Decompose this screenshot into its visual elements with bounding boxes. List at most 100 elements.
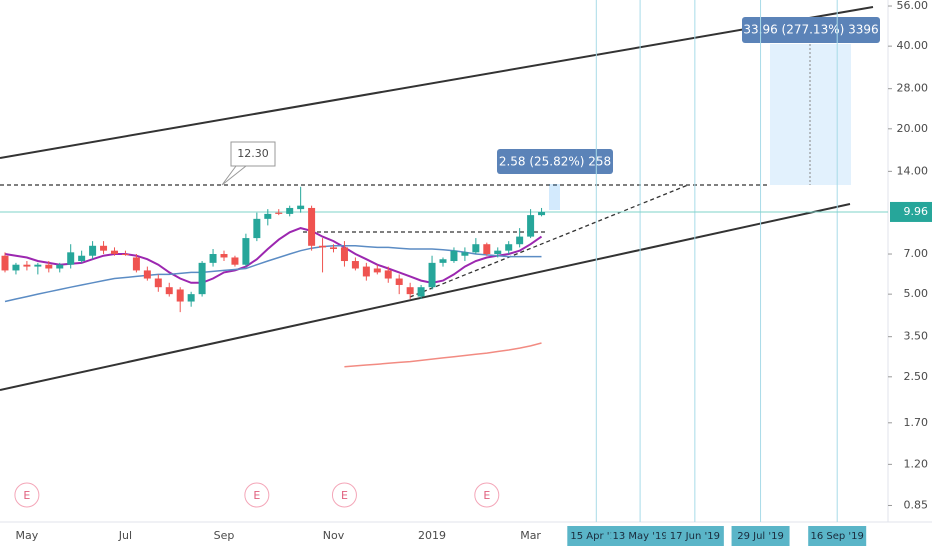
earnings-marker — [244, 482, 270, 508]
y-tick-label: 28.00 — [897, 82, 929, 95]
x-tick-label: 16 Sep '19 — [810, 531, 863, 542]
candle-body — [483, 244, 491, 255]
y-tick-label: 56.00 — [897, 0, 929, 12]
candle-body — [417, 287, 425, 297]
candle-body — [461, 252, 469, 256]
candle-body — [45, 264, 53, 269]
channel-upper — [0, 6, 874, 159]
candle-body — [494, 250, 502, 255]
candle-body — [308, 207, 316, 246]
date-label-bg — [665, 526, 724, 546]
candle-body — [220, 254, 228, 258]
measure-box — [497, 149, 613, 174]
x-tick-label: Mar — [520, 529, 541, 542]
earnings-marker — [331, 482, 357, 508]
earnings-marker — [474, 482, 500, 508]
candle-body — [264, 213, 272, 219]
candle-body — [527, 215, 535, 237]
date-label-bg — [611, 526, 670, 546]
candle-body — [253, 218, 261, 239]
x-tick-label: 15 Apr '19 — [570, 531, 622, 542]
candle-body — [428, 262, 436, 288]
earnings-marker — [14, 482, 40, 508]
candle-body — [319, 245, 327, 248]
last-price-label: 9.96 — [904, 205, 929, 218]
candle-body — [516, 236, 524, 245]
candle-body — [406, 287, 414, 295]
candle-body — [100, 245, 108, 251]
x-tick-label: Nov — [323, 529, 345, 542]
last-price-bg — [890, 201, 932, 222]
candle-body — [143, 270, 151, 279]
candle-body — [297, 205, 305, 210]
drawings: 12.30 2.58 (25.82%) 258 33.96 (277.13%) … — [0, 6, 880, 391]
y-tick-label: 1.20 — [904, 457, 929, 470]
date-label-bg — [567, 526, 626, 546]
y-tick-label: 2.50 — [904, 370, 929, 383]
candle-body — [187, 294, 195, 302]
channel-lower — [0, 203, 851, 391]
y-tick-label: 40.00 — [897, 39, 929, 52]
candle-body — [198, 262, 206, 295]
candle-body — [330, 247, 337, 250]
x-axis-area — [0, 522, 932, 550]
dashed-trend — [409, 184, 689, 298]
candle-body — [351, 261, 359, 269]
candle-body — [231, 257, 239, 265]
candle-body — [12, 264, 20, 271]
date-label-bg — [731, 526, 790, 546]
candle-body — [450, 250, 458, 262]
candle-body — [111, 250, 118, 255]
date-label-bg — [808, 526, 867, 546]
candle-body — [121, 254, 129, 256]
candle-body — [89, 245, 97, 256]
x-tick-label: 29 Jul '19 — [737, 531, 784, 542]
measure-label: 33.96 (277.13%) 3396 — [743, 23, 878, 37]
moving-average — [4, 227, 543, 284]
x-tick-label: Jul — [118, 529, 132, 542]
y-tick-label: 5.00 — [904, 287, 929, 300]
earnings-label: E — [23, 489, 30, 502]
candle-body — [176, 289, 184, 302]
measure-box — [742, 17, 880, 43]
y-tick-label: 1.70 — [904, 416, 929, 429]
y-tick-label: 3.50 — [904, 330, 929, 343]
callout-label: 12.30 — [237, 147, 269, 160]
callout — [221, 141, 276, 186]
candle-body — [209, 254, 217, 263]
earnings-label: E — [483, 489, 490, 502]
x-tick-label: May — [16, 529, 39, 542]
moving-average — [4, 245, 542, 303]
candle-body — [275, 212, 283, 214]
y-tick-label: 20.00 — [897, 122, 929, 135]
candle-body — [384, 270, 392, 279]
earnings-label: E — [341, 489, 348, 502]
moving-average — [344, 342, 542, 368]
candle-body — [23, 264, 31, 267]
candle-body — [505, 244, 513, 251]
candle-body — [439, 259, 447, 263]
candle-body — [165, 287, 173, 295]
x-tick-label: 13 May '19 — [612, 531, 667, 542]
candle-body — [373, 268, 381, 273]
candle-body — [78, 255, 86, 262]
range-box — [549, 184, 560, 210]
earnings-label: E — [253, 489, 260, 502]
candle-body — [340, 247, 348, 262]
measure-label: 2.58 (25.82%) 258 — [499, 155, 611, 169]
candle-body — [472, 244, 480, 253]
candle-body — [1, 255, 9, 271]
candle-body — [34, 264, 42, 267]
candle-body — [242, 238, 250, 265]
y-tick-label: 14.00 — [897, 164, 929, 177]
candle-body — [538, 211, 546, 216]
x-tick-label: 17 Jun '19 — [670, 531, 720, 542]
x-tick-label: Sep — [214, 529, 235, 542]
candle-body — [395, 278, 403, 285]
y-tick-label: 0.85 — [904, 498, 929, 511]
candle-body — [154, 278, 162, 288]
candle-body — [67, 252, 75, 265]
x-tick-label: 2019 — [418, 529, 446, 542]
y-tick-label: 7.00 — [904, 247, 929, 260]
